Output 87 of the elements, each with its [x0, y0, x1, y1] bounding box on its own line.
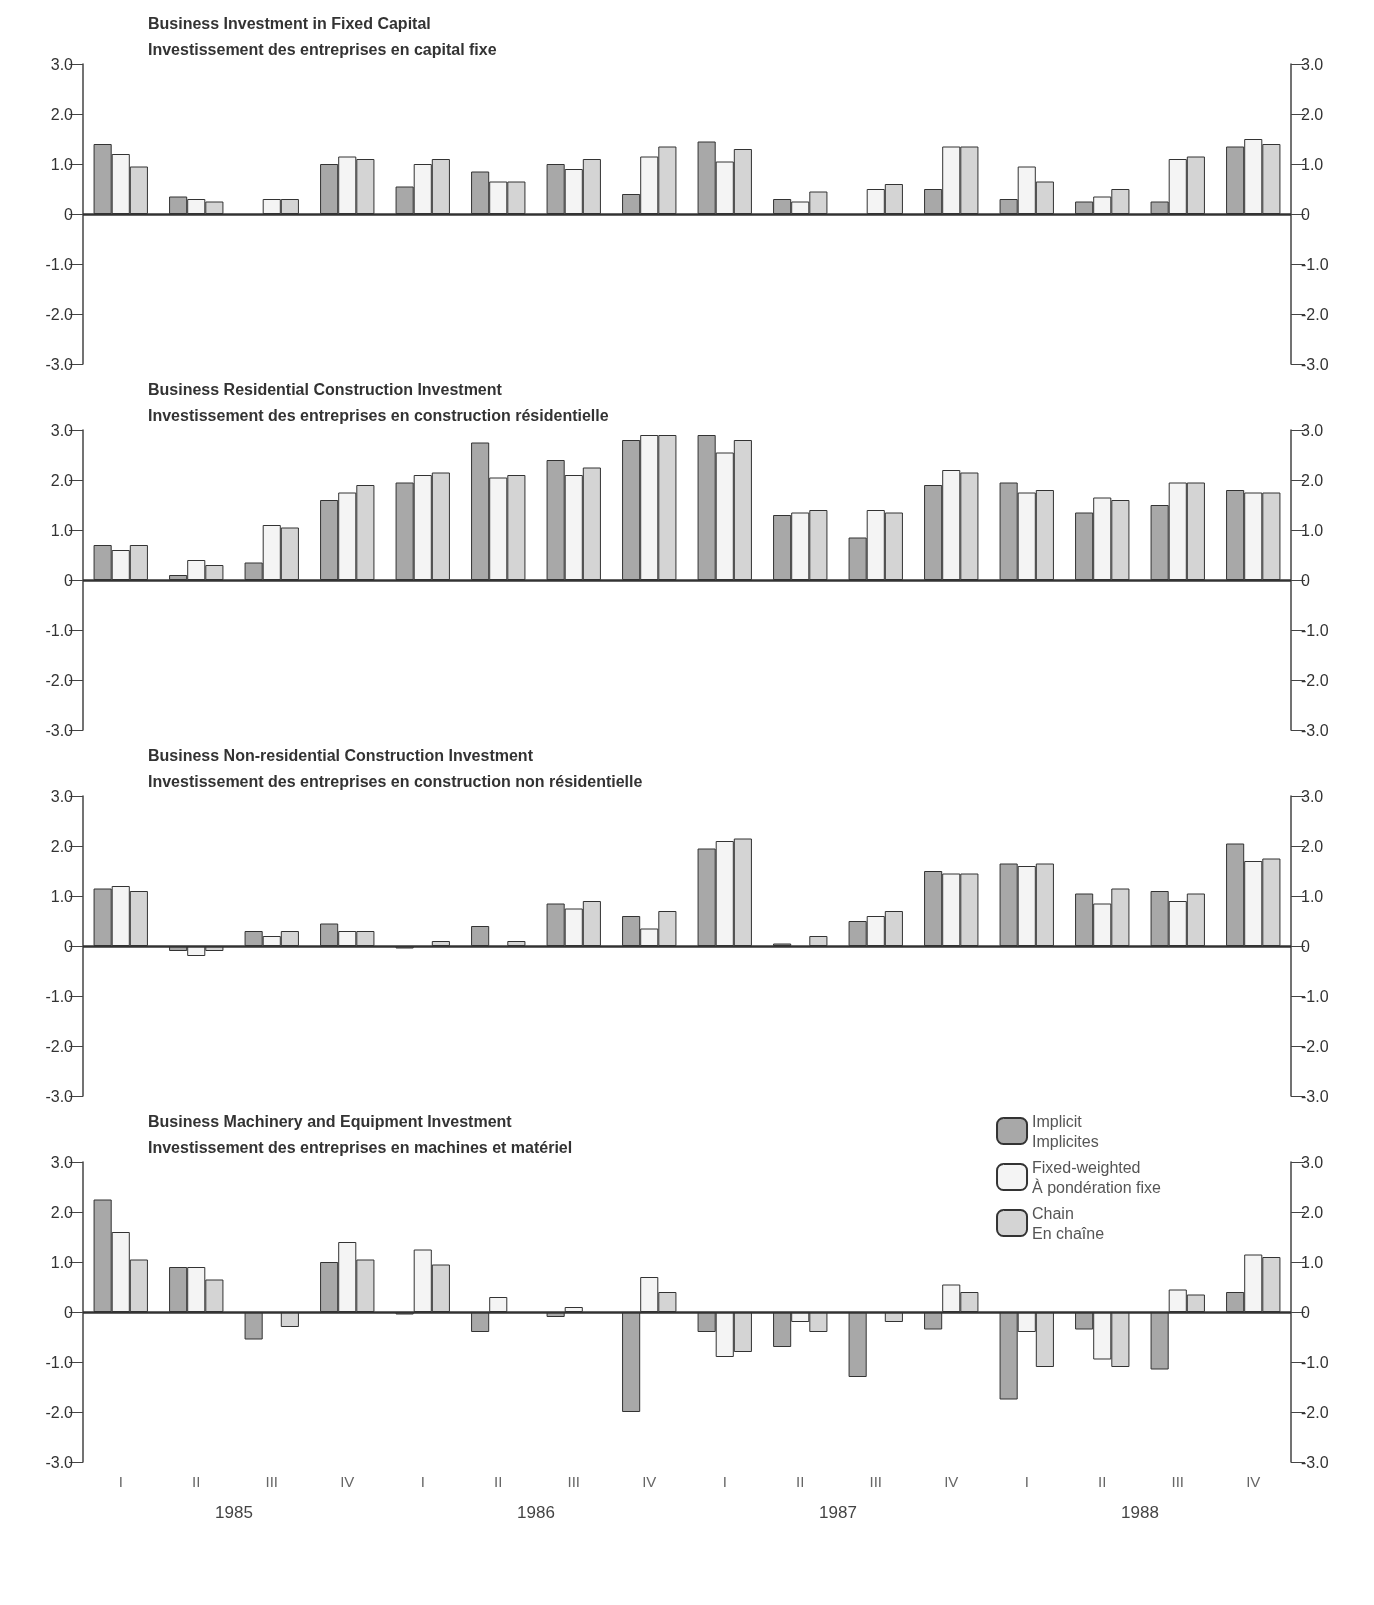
- y-tick-label: 0: [64, 937, 74, 955]
- y2-tick-label: -3.0: [1301, 355, 1329, 373]
- y-tick-label: -2.0: [45, 671, 74, 689]
- y-tick-label: 2.0: [50, 471, 74, 489]
- y2-tick-label: -2.0: [1301, 1403, 1329, 1421]
- y-tick-label: 1.0: [50, 1253, 74, 1271]
- y2-tick-label: -2.0: [1301, 305, 1329, 323]
- chart-title: Business Residential Construction Investment: [148, 380, 503, 398]
- y-tick-label: 2.0: [50, 105, 74, 123]
- legend-label: Fixed-weighted À pondération fixe: [1032, 1158, 1162, 1196]
- y2-tick-label: 0: [1301, 205, 1310, 223]
- x-tick-label: IV: [340, 1473, 355, 1490]
- x-tick-label: I: [118, 1473, 123, 1490]
- y-tick-label: 0: [64, 571, 74, 589]
- x-tick-label: I: [722, 1473, 727, 1490]
- y-tick-label: -1.0: [45, 1353, 74, 1371]
- chart-title: Business Investment in Fixed Capital: [148, 14, 431, 32]
- y-tick-label: -2.0: [45, 305, 74, 323]
- x-tick-label: IV: [944, 1473, 959, 1490]
- y-tick-label: 1.0: [50, 155, 74, 173]
- y2-tick-label: 3.0: [1301, 787, 1324, 805]
- y2-tick-label: 2.0: [1301, 837, 1324, 855]
- y2-tick-label: 2.0: [1301, 1203, 1324, 1221]
- y2-tick-label: -3.0: [1301, 721, 1329, 739]
- y2-tick-label: -2.0: [1301, 671, 1329, 689]
- chart-title: Business Machinery and Equipment Investment: [148, 1112, 513, 1130]
- chart-subtitle: Investissement des entreprises en capital fixe: [148, 40, 497, 58]
- y-tick-label: -1.0: [45, 987, 74, 1005]
- y2-tick-label: 0: [1301, 1303, 1310, 1321]
- text: 1985: [215, 1503, 253, 1522]
- y2-tick-label: 3.0: [1301, 55, 1324, 73]
- y2-tick-label: -1.0: [1301, 1353, 1329, 1371]
- y-tick-label: 0: [64, 1303, 74, 1321]
- legend-label: Implicit Implicites: [1032, 1112, 1099, 1150]
- x-tick-label: III: [869, 1473, 883, 1490]
- y-tick-label: 2.0: [50, 1203, 74, 1221]
- y2-tick-label: 0: [1301, 937, 1310, 955]
- x-tick-label: I: [420, 1473, 425, 1490]
- y2-tick-label: -1.0: [1301, 987, 1329, 1005]
- y2-tick-label: 1.0: [1301, 887, 1324, 905]
- chart-subtitle: Investissement des entreprises en construction résidentielle: [148, 406, 609, 424]
- y2-tick-label: 2.0: [1301, 105, 1324, 123]
- y2-tick-label: 3.0: [1301, 421, 1324, 439]
- text: 1988: [1121, 1503, 1159, 1522]
- y-tick-label: -3.0: [45, 721, 74, 739]
- y-tick-label: 0: [64, 205, 74, 223]
- y-tick-label: 1.0: [50, 887, 74, 905]
- x-tick-label: I: [1024, 1473, 1029, 1490]
- x-tick-label: III: [1171, 1473, 1185, 1490]
- x-tick-label: II: [1098, 1473, 1107, 1490]
- legend-label: Chain En chaîne: [1032, 1204, 1105, 1242]
- x-tick-label: III: [567, 1473, 581, 1490]
- y2-tick-label: -1.0: [1301, 255, 1329, 273]
- x-tick-label: II: [796, 1473, 805, 1490]
- x-tick-label: III: [265, 1473, 279, 1490]
- x-tick-label: IV: [1246, 1473, 1261, 1490]
- y2-tick-label: -2.0: [1301, 1037, 1329, 1055]
- y2-tick-label: 2.0: [1301, 471, 1324, 489]
- y-tick-label: -3.0: [45, 1087, 74, 1105]
- y2-tick-label: -1.0: [1301, 621, 1329, 639]
- y-tick-label: 3.0: [50, 421, 74, 439]
- y2-tick-label: 1.0: [1301, 1253, 1324, 1271]
- y-tick-label: 2.0: [50, 837, 74, 855]
- y-tick-label: 3.0: [50, 1153, 74, 1171]
- y-tick-label: -3.0: [45, 1453, 74, 1471]
- y-tick-label: -2.0: [45, 1037, 74, 1055]
- chart-subtitle: Investissement des entreprises en construction non résidentielle: [148, 772, 643, 790]
- text: 1986: [517, 1503, 555, 1522]
- y-tick-label: -1.0: [45, 255, 74, 273]
- y-tick-label: -1.0: [45, 621, 74, 639]
- y-tick-label: -3.0: [45, 355, 74, 373]
- y2-tick-label: 1.0: [1301, 155, 1324, 173]
- y2-tick-label: -3.0: [1301, 1087, 1329, 1105]
- x-tick-label: II: [192, 1473, 201, 1490]
- x-tick-label: II: [494, 1473, 503, 1490]
- y2-tick-label: 3.0: [1301, 1153, 1324, 1171]
- y-tick-label: 3.0: [50, 787, 74, 805]
- x-tick-label: IV: [642, 1473, 657, 1490]
- text: 1987: [819, 1503, 857, 1522]
- y2-tick-label: 1.0: [1301, 521, 1324, 539]
- chart-subtitle: Investissement des entreprises en machines et matériel: [148, 1138, 573, 1156]
- y-tick-label: 3.0: [50, 55, 74, 73]
- y2-tick-label: 0: [1301, 571, 1310, 589]
- chart-title: Business Non-residential Construction Investment: [148, 746, 534, 764]
- y-tick-label: -2.0: [45, 1403, 74, 1421]
- y-tick-label: 1.0: [50, 521, 74, 539]
- y2-tick-label: -3.0: [1301, 1453, 1329, 1471]
